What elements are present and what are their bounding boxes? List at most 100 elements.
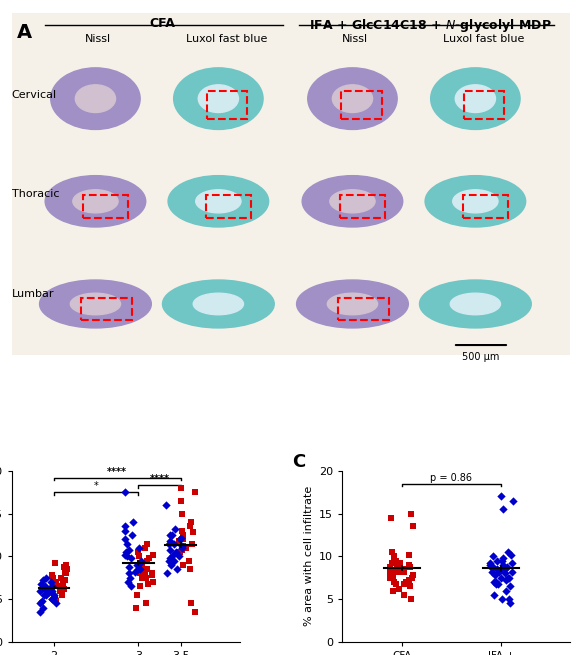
Point [171, 524, 180, 534]
Point [491, 578, 501, 589]
Point [60, 575, 69, 586]
Point [148, 550, 157, 560]
Point [506, 550, 516, 560]
Point [190, 487, 200, 497]
Point [45, 587, 54, 597]
Point [496, 572, 506, 583]
Point [174, 536, 183, 546]
Point [185, 564, 194, 574]
Point [179, 541, 188, 552]
Point [399, 567, 409, 577]
Point [508, 567, 517, 577]
Point [123, 538, 132, 549]
Point [394, 584, 403, 594]
Ellipse shape [70, 293, 120, 315]
Point [174, 551, 183, 561]
Point [136, 564, 145, 574]
Text: p = 0.86: p = 0.86 [430, 473, 473, 483]
Point [141, 598, 150, 608]
Point [508, 495, 517, 506]
Point [392, 578, 401, 589]
Point [36, 578, 45, 589]
Point [502, 575, 511, 586]
Point [172, 547, 181, 557]
Point [501, 569, 510, 579]
Point [497, 555, 506, 566]
Point [496, 564, 506, 574]
Point [168, 550, 177, 560]
Point [165, 553, 175, 563]
Ellipse shape [173, 68, 263, 130]
Ellipse shape [431, 68, 520, 130]
Point [49, 572, 58, 583]
Text: Luxol fast blue: Luxol fast blue [186, 33, 268, 44]
Point [59, 578, 68, 589]
Point [177, 544, 186, 555]
Point [120, 521, 130, 532]
Point [144, 578, 153, 589]
Point [49, 590, 59, 600]
Point [169, 538, 179, 549]
Point [121, 487, 130, 497]
Point [489, 590, 498, 600]
Point [143, 555, 152, 566]
Point [409, 521, 418, 532]
Point [507, 558, 516, 569]
Point [62, 559, 71, 570]
Point [51, 595, 61, 606]
Ellipse shape [73, 190, 118, 213]
Point [401, 577, 410, 588]
Point [386, 513, 395, 523]
Point [36, 586, 45, 596]
Text: Luxol fast blue: Luxol fast blue [443, 33, 524, 44]
Text: 500 µm: 500 µm [462, 352, 500, 362]
Point [175, 534, 184, 544]
Point [43, 586, 52, 596]
Text: Lumbar: Lumbar [12, 289, 54, 299]
Point [502, 561, 511, 572]
Point [142, 572, 151, 583]
Point [36, 598, 45, 608]
Point [504, 572, 513, 583]
Point [399, 590, 408, 600]
Point [47, 570, 56, 580]
Ellipse shape [168, 176, 269, 227]
Point [178, 559, 187, 570]
Ellipse shape [162, 280, 274, 328]
Point [162, 500, 171, 510]
Point [405, 561, 414, 572]
Ellipse shape [308, 68, 397, 130]
Point [389, 553, 399, 563]
Point [135, 581, 144, 591]
Point [142, 564, 151, 574]
Point [120, 525, 130, 536]
Ellipse shape [45, 176, 146, 227]
Point [138, 564, 147, 574]
Point [386, 572, 395, 583]
Point [148, 577, 157, 588]
Text: Thoracic: Thoracic [12, 189, 59, 200]
Ellipse shape [40, 280, 151, 328]
Point [388, 558, 397, 569]
Ellipse shape [453, 190, 498, 213]
Point [48, 594, 57, 605]
Point [123, 551, 132, 561]
Text: ****: **** [150, 474, 169, 485]
Point [385, 569, 395, 579]
Point [137, 559, 147, 570]
Point [133, 547, 143, 557]
Point [389, 586, 398, 596]
Point [120, 550, 129, 560]
Point [498, 559, 508, 570]
Point [165, 536, 174, 546]
Point [389, 577, 399, 588]
Text: C: C [292, 453, 306, 472]
Point [405, 581, 414, 591]
Point [136, 555, 146, 566]
Point [175, 547, 184, 557]
Point [499, 553, 508, 563]
Point [125, 561, 134, 572]
Point [126, 581, 136, 591]
Point [503, 547, 512, 557]
Y-axis label: % area with cell infiltrate: % area with cell infiltrate [304, 486, 314, 626]
